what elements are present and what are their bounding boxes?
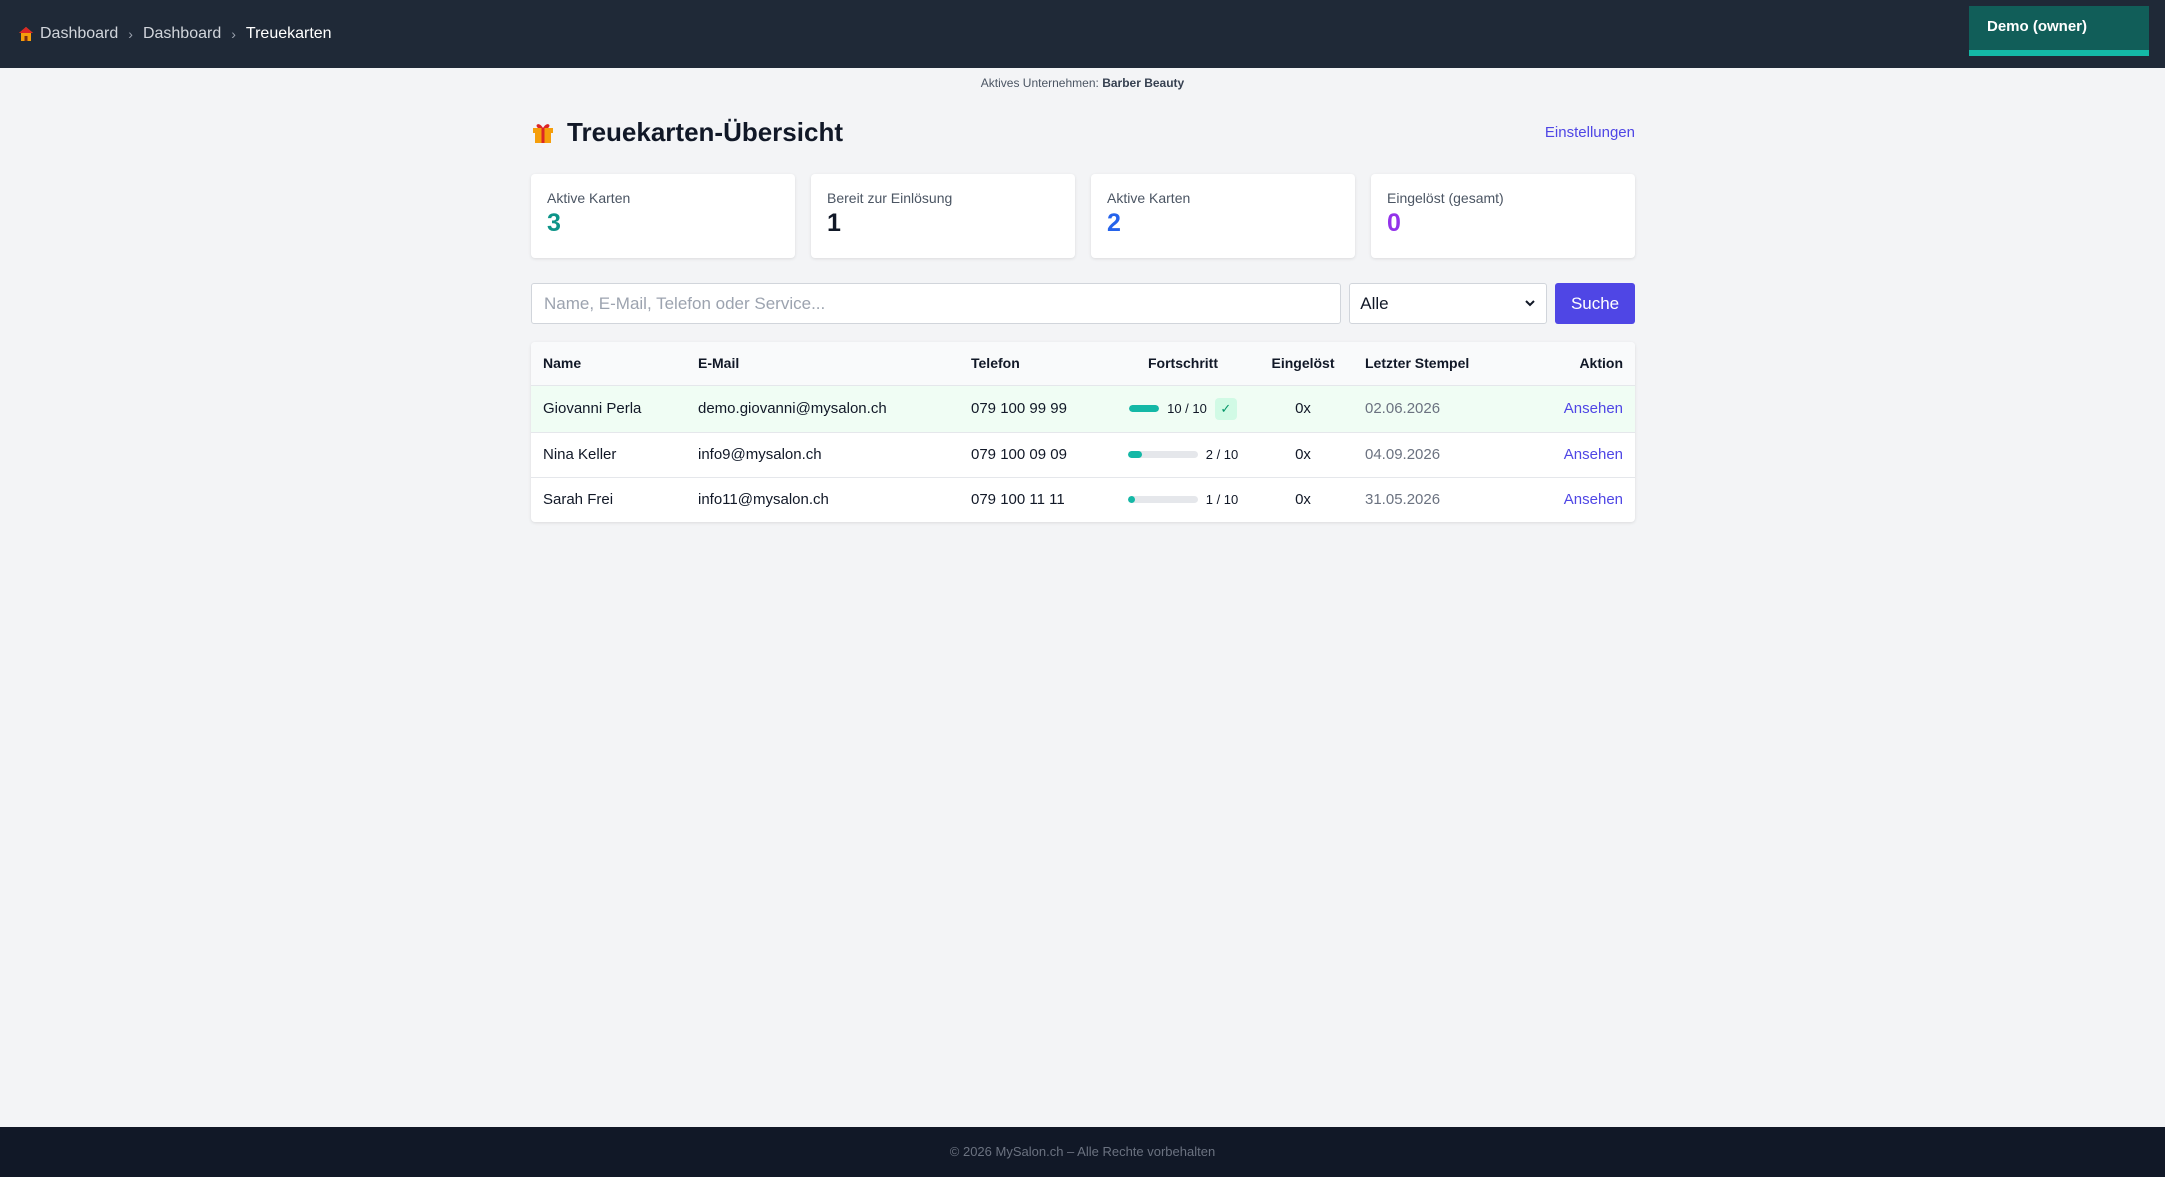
page-title-text: Treuekarten-Übersicht xyxy=(567,116,843,147)
main-content: Treuekarten-Übersicht Einstellungen Akti… xyxy=(531,110,1635,522)
column-header-email: E-Mail xyxy=(698,355,740,372)
table-header-row: Name E-Mail Telefon Fortschritt Eingelös… xyxy=(531,342,1635,385)
search-button[interactable]: Suche xyxy=(1555,283,1635,324)
cell-name: Sarah Frei xyxy=(543,491,614,509)
loyalty-cards-table: Name E-Mail Telefon Fortschritt Eingelös… xyxy=(531,342,1635,522)
cell-last-stamp: 04.09.2026 xyxy=(1365,446,1441,463)
title-row: Treuekarten-Übersicht Einstellungen xyxy=(531,110,1635,154)
cell-phone: 079 100 09 09 xyxy=(971,446,1067,463)
progress-bar xyxy=(1127,496,1198,504)
progress-bar-fill xyxy=(1129,405,1160,412)
cell-progress: 2 / 10 xyxy=(1113,432,1253,477)
check-icon: ✓ xyxy=(1214,397,1237,420)
cell-email: info11@mysalon.ch xyxy=(698,491,829,509)
column-header-phone: Telefon xyxy=(971,355,1020,372)
cell-redeemed: 0x xyxy=(1295,491,1311,509)
search-bar: Alle Suche xyxy=(531,283,1635,324)
stat-label: Aktive Karten xyxy=(1107,190,1191,206)
stats-cards: Aktive Karten 3 Bereit zur Einlösung 1 A… xyxy=(531,174,1635,258)
cell-last-stamp: 31.05.2026 xyxy=(1365,491,1441,509)
cell-action: Ansehen xyxy=(1513,432,1635,477)
progress-bar xyxy=(1127,451,1198,458)
progress-text: 1 / 10 xyxy=(1205,492,1239,508)
table-row: Giovanni Perla demo.giovanni@mysalon.ch … xyxy=(531,385,1635,432)
chevron-down-icon xyxy=(1524,294,1536,314)
footer: © 2026 MySalon.ch – Alle Rechte vorbehal… xyxy=(0,1127,2165,1177)
search-input[interactable] xyxy=(531,283,1342,324)
progress-bar-fill xyxy=(1127,496,1135,504)
cell-name: Giovanni Perla xyxy=(543,400,642,417)
user-menu-button[interactable]: Demo (owner) xyxy=(1969,6,2149,56)
cell-progress: 10 / 10 ✓ xyxy=(1113,385,1253,432)
cell-progress: 1 / 10 xyxy=(1113,477,1253,522)
stat-label: Bereit zur Einlösung xyxy=(827,190,953,206)
stat-value: 2 xyxy=(1107,209,1121,237)
column-header-action: Aktion xyxy=(1579,355,1623,372)
cell-email: demo.giovanni@mysalon.ch xyxy=(698,400,887,417)
progress-text: 2 / 10 xyxy=(1205,447,1239,462)
progress-bar xyxy=(1129,405,1160,412)
active-company: Aktives Unternehmen: Barber Beauty xyxy=(0,76,2165,90)
table-row: Sarah Frei info11@mysalon.ch 079 100 11 … xyxy=(531,477,1635,522)
breadcrumb-current: Treuekarten xyxy=(245,25,332,42)
cell-action: Ansehen xyxy=(1513,477,1635,522)
progress-text: 10 / 10 xyxy=(1167,401,1207,416)
stat-card-active-cards-2: Aktive Karten 2 xyxy=(1091,174,1355,258)
column-header-last-stamp: Letzter Stempel xyxy=(1365,355,1470,372)
breadcrumb-dashboard-1[interactable]: Dashboard xyxy=(40,25,119,42)
view-link[interactable]: Ansehen xyxy=(1563,491,1623,509)
stat-value: 3 xyxy=(547,209,561,237)
breadcrumb-separator: › xyxy=(231,26,236,42)
gift-icon xyxy=(531,120,555,144)
column-header-progress: Fortschritt xyxy=(1148,355,1218,372)
column-header-redeemed: Eingelöst xyxy=(1271,355,1335,372)
status-filter-value: Alle xyxy=(1360,293,1389,313)
view-link[interactable]: Ansehen xyxy=(1563,400,1623,417)
cell-redeemed: 0x xyxy=(1295,446,1311,463)
cell-phone: 079 100 11 11 xyxy=(971,491,1065,509)
breadcrumb: Dashboard › Dashboard › Treuekarten xyxy=(18,25,332,43)
stat-card-ready-to-redeem: Bereit zur Einlösung 1 xyxy=(811,174,1075,258)
column-header-name: Name xyxy=(543,355,582,372)
breadcrumb-dashboard-2[interactable]: Dashboard xyxy=(142,25,222,42)
active-company-name: Barber Beauty xyxy=(1102,76,1185,90)
view-link[interactable]: Ansehen xyxy=(1563,446,1623,463)
stat-value: 0 xyxy=(1387,209,1401,237)
cell-phone: 079 100 99 99 xyxy=(971,400,1067,417)
house-icon xyxy=(18,26,34,42)
stat-card-redeemed-total: Eingelöst (gesamt) 0 xyxy=(1371,174,1635,258)
page-title: Treuekarten-Übersicht xyxy=(531,117,843,148)
settings-link[interactable]: Einstellungen xyxy=(1544,123,1635,141)
stat-label: Aktive Karten xyxy=(547,190,631,206)
progress-bar-fill xyxy=(1127,451,1142,458)
status-filter-select[interactable]: Alle xyxy=(1349,283,1548,324)
stat-card-active-cards: Aktive Karten 3 xyxy=(531,174,795,258)
cell-name: Nina Keller xyxy=(543,446,617,463)
stat-value: 1 xyxy=(827,209,841,237)
cell-email: info9@mysalon.ch xyxy=(698,446,822,463)
cell-last-stamp: 02.06.2026 xyxy=(1365,400,1441,417)
cell-redeemed: 0x xyxy=(1295,400,1311,417)
active-company-label: Aktives Unternehmen: xyxy=(980,76,1099,90)
breadcrumb-separator: › xyxy=(128,26,133,42)
cell-action: Ansehen xyxy=(1513,385,1635,432)
table-row: Nina Keller info9@mysalon.ch 079 100 09 … xyxy=(531,432,1635,477)
top-navigation-bar: Dashboard › Dashboard › Treuekarten Demo… xyxy=(0,0,2165,68)
stat-label: Eingelöst (gesamt) xyxy=(1387,190,1504,206)
